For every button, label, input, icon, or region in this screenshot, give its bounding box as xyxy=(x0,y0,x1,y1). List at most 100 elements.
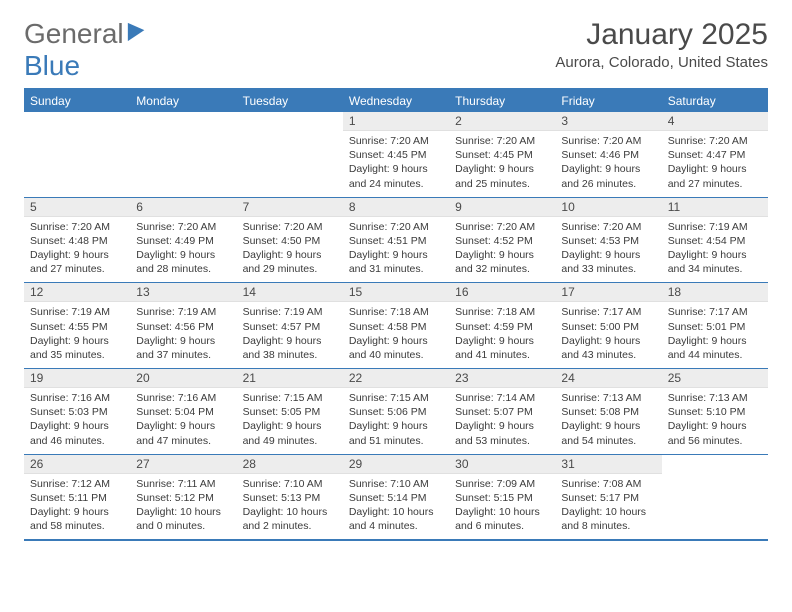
day-info-line: Sunrise: 7:19 AM xyxy=(136,305,230,319)
day-info-line: Daylight: 9 hours and 31 minutes. xyxy=(349,248,443,276)
day-info: Sunrise: 7:11 AMSunset: 5:12 PMDaylight:… xyxy=(130,474,236,540)
day-cell xyxy=(24,112,130,197)
day-header-cell: Sunday xyxy=(24,90,130,112)
day-cell: 7Sunrise: 7:20 AMSunset: 4:50 PMDaylight… xyxy=(237,198,343,283)
day-number xyxy=(662,455,768,459)
day-info-line: Sunrise: 7:18 AM xyxy=(455,305,549,319)
day-cell: 19 Sunrise: 7:16 AMSunset: 5:03 PMDayligh… xyxy=(24,369,130,454)
day-cell: 20Sunrise: 7:16 AMSunset: 5:04 PMDayligh… xyxy=(130,369,236,454)
day-info: Sunrise: 7:16 AMSunset: 5:04 PMDaylight:… xyxy=(130,388,236,454)
day-cell: 28Sunrise: 7:10 AMSunset: 5:13 PMDayligh… xyxy=(237,455,343,540)
day-cell: 6Sunrise: 7:20 AMSunset: 4:49 PMDaylight… xyxy=(130,198,236,283)
day-number: 19 xyxy=(24,369,130,388)
day-cell: 10Sunrise: 7:20 AMSunset: 4:53 PMDayligh… xyxy=(555,198,661,283)
day-info-line: Daylight: 9 hours and 32 minutes. xyxy=(455,248,549,276)
day-info-line: Sunset: 4:54 PM xyxy=(668,234,762,248)
title-block: January 2025 Aurora, Colorado, United St… xyxy=(555,18,768,71)
day-info: Sunrise: 7:12 AMSunset: 5:11 PMDaylight:… xyxy=(24,474,130,540)
day-info-line: Daylight: 9 hours and 47 minutes. xyxy=(136,419,230,447)
brand-part1: General xyxy=(24,18,124,49)
day-info-line: Daylight: 9 hours and 33 minutes. xyxy=(561,248,655,276)
day-header-cell: Saturday xyxy=(662,90,768,112)
day-cell: 9Sunrise: 7:20 AMSunset: 4:52 PMDaylight… xyxy=(449,198,555,283)
month-title: January 2025 xyxy=(555,18,768,52)
location-text: Aurora, Colorado, United States xyxy=(555,54,768,71)
day-number: 25 xyxy=(662,369,768,388)
day-info: Sunrise: 7:20 AMSunset: 4:52 PMDaylight:… xyxy=(449,217,555,283)
day-number: 22 xyxy=(343,369,449,388)
day-info-line: Daylight: 9 hours and 51 minutes. xyxy=(349,419,443,447)
day-info-line: Sunset: 5:11 PM xyxy=(30,491,124,505)
day-cell: 4Sunrise: 7:20 AMSunset: 4:47 PMDaylight… xyxy=(662,112,768,197)
day-info: Sunrise: 7:18 AMSunset: 4:59 PMDaylight:… xyxy=(449,302,555,368)
day-info-line: Daylight: 10 hours and 2 minutes. xyxy=(243,505,337,533)
day-info-line: Daylight: 10 hours and 4 minutes. xyxy=(349,505,443,533)
day-info-line: Sunset: 5:01 PM xyxy=(668,320,762,334)
week-row: 5Sunrise: 7:20 AMSunset: 4:48 PMDaylight… xyxy=(24,198,768,284)
day-info: Sunrise: 7:19 AMSunset: 4:56 PMDaylight:… xyxy=(130,302,236,368)
day-info: Sunrise: 7:13 AMSunset: 5:10 PMDaylight:… xyxy=(662,388,768,454)
day-info: Sunrise: 7:09 AMSunset: 5:15 PMDaylight:… xyxy=(449,474,555,540)
day-info-line: Daylight: 9 hours and 37 minutes. xyxy=(136,334,230,362)
day-info-line: Sunset: 4:58 PM xyxy=(349,320,443,334)
day-info-line: Daylight: 9 hours and 56 minutes. xyxy=(668,419,762,447)
day-info-line: Sunrise: 7:15 AM xyxy=(243,391,337,405)
day-cell: 15Sunrise: 7:18 AMSunset: 4:58 PMDayligh… xyxy=(343,283,449,368)
day-number: 27 xyxy=(130,455,236,474)
day-number: 21 xyxy=(237,369,343,388)
day-info-line: Daylight: 9 hours and 46 minutes. xyxy=(30,419,124,447)
day-cell: 12Sunrise: 7:19 AMSunset: 4:55 PMDayligh… xyxy=(24,283,130,368)
day-info-line: Sunset: 4:57 PM xyxy=(243,320,337,334)
day-info-line: Daylight: 9 hours and 28 minutes. xyxy=(136,248,230,276)
day-number: 31 xyxy=(555,455,661,474)
day-number: 7 xyxy=(237,198,343,217)
day-info-line: Sunrise: 7:08 AM xyxy=(561,477,655,491)
day-number: 6 xyxy=(130,198,236,217)
day-info-line: Sunset: 4:46 PM xyxy=(561,148,655,162)
day-number: 16 xyxy=(449,283,555,302)
day-cell: 5Sunrise: 7:20 AMSunset: 4:48 PMDaylight… xyxy=(24,198,130,283)
day-info-line: Daylight: 10 hours and 6 minutes. xyxy=(455,505,549,533)
day-cell: 13Sunrise: 7:19 AMSunset: 4:56 PMDayligh… xyxy=(130,283,236,368)
day-info-line: Sunset: 4:53 PM xyxy=(561,234,655,248)
day-info-line: Daylight: 9 hours and 41 minutes. xyxy=(455,334,549,362)
day-cell: 30Sunrise: 7:09 AMSunset: 5:15 PMDayligh… xyxy=(449,455,555,540)
day-info: Sunrise: 7:08 AMSunset: 5:17 PMDaylight:… xyxy=(555,474,661,540)
day-cell xyxy=(237,112,343,197)
day-number: 30 xyxy=(449,455,555,474)
day-info-line: Sunrise: 7:10 AM xyxy=(349,477,443,491)
day-info-line: Daylight: 9 hours and 43 minutes. xyxy=(561,334,655,362)
day-info: Sunrise: 7:20 AMSunset: 4:49 PMDaylight:… xyxy=(130,217,236,283)
day-info-line: Sunset: 5:03 PM xyxy=(30,405,124,419)
day-info-line: Sunset: 4:55 PM xyxy=(30,320,124,334)
day-info-line: Daylight: 9 hours and 34 minutes. xyxy=(668,248,762,276)
day-info-line: Sunrise: 7:16 AM xyxy=(136,391,230,405)
day-info-line: Sunset: 5:10 PM xyxy=(668,405,762,419)
day-info-line: Sunset: 4:59 PM xyxy=(455,320,549,334)
day-info-line: Daylight: 9 hours and 53 minutes. xyxy=(455,419,549,447)
day-number: 20 xyxy=(130,369,236,388)
day-info-line: Sunset: 4:50 PM xyxy=(243,234,337,248)
day-info-line: Sunrise: 7:20 AM xyxy=(561,220,655,234)
day-info-line: Sunrise: 7:13 AM xyxy=(668,391,762,405)
day-info-line: Daylight: 10 hours and 0 minutes. xyxy=(136,505,230,533)
day-info-line: Sunrise: 7:16 AM xyxy=(30,391,124,405)
day-number: 2 xyxy=(449,112,555,131)
day-info-line: Sunset: 4:51 PM xyxy=(349,234,443,248)
day-info-line: Daylight: 9 hours and 58 minutes. xyxy=(30,505,124,533)
day-info-line: Sunrise: 7:17 AM xyxy=(668,305,762,319)
day-number: 9 xyxy=(449,198,555,217)
day-cell: 27Sunrise: 7:11 AMSunset: 5:12 PMDayligh… xyxy=(130,455,236,540)
day-info-line: Sunset: 4:48 PM xyxy=(30,234,124,248)
day-info: Sunrise: 7:20 AMSunset: 4:45 PMDaylight:… xyxy=(343,131,449,197)
week-row: 1Sunrise: 7:20 AMSunset: 4:45 PMDaylight… xyxy=(24,112,768,198)
day-number: 3 xyxy=(555,112,661,131)
day-info: Sunrise: 7:19 AMSunset: 4:54 PMDaylight:… xyxy=(662,217,768,283)
day-info-line: Sunrise: 7:13 AM xyxy=(561,391,655,405)
day-info-line: Sunset: 4:45 PM xyxy=(455,148,549,162)
day-number xyxy=(237,112,343,116)
day-header-cell: Tuesday xyxy=(237,90,343,112)
day-info-line: Sunset: 5:15 PM xyxy=(455,491,549,505)
day-cell: 25Sunrise: 7:13 AMSunset: 5:10 PMDayligh… xyxy=(662,369,768,454)
day-number: 11 xyxy=(662,198,768,217)
